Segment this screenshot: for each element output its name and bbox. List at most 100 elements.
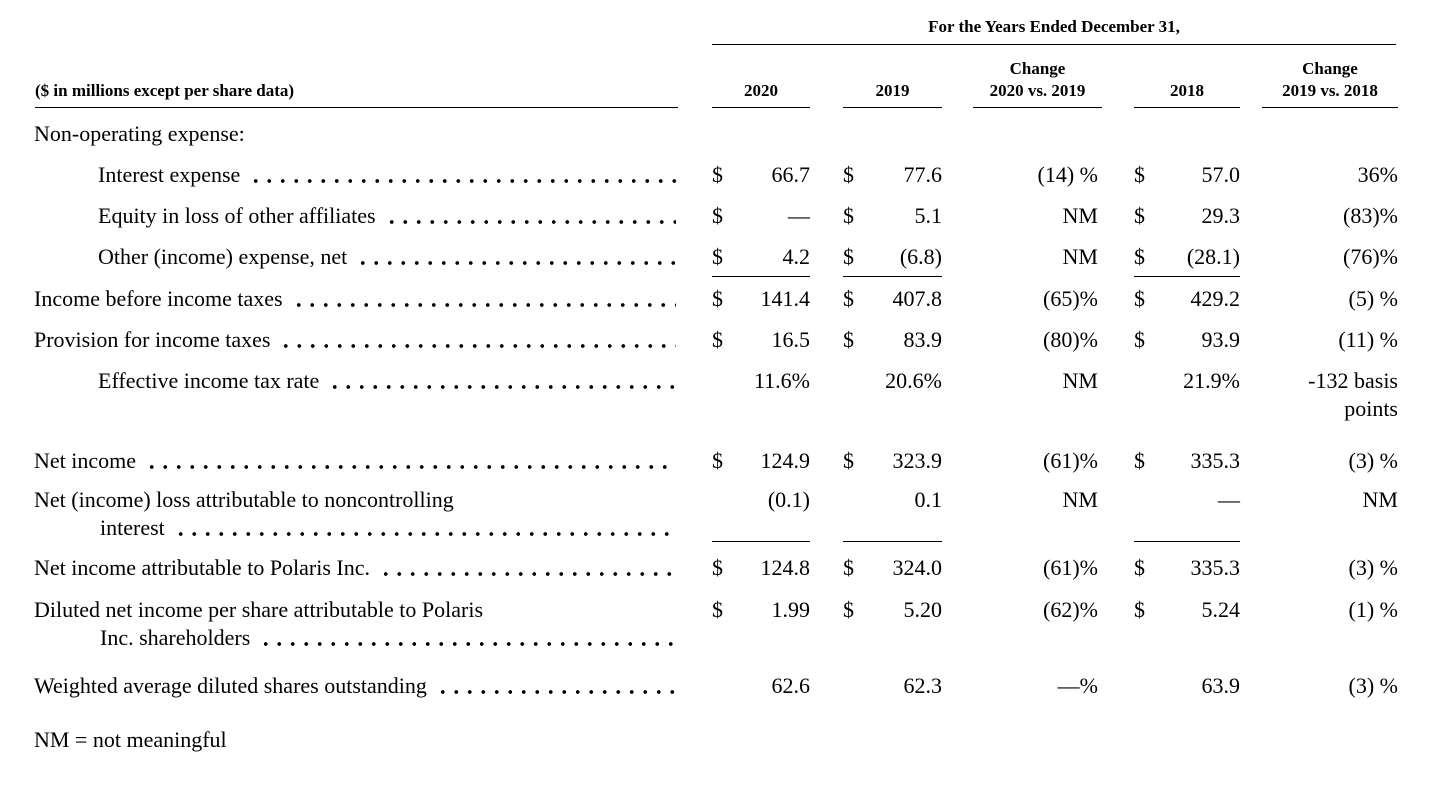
dot-leader — [249, 161, 676, 189]
row-label: Provision for income taxes — [34, 327, 271, 352]
table-row-section-header: Non-operating expense: — [0, 120, 1452, 148]
table-row-income-before-taxes: Income before income taxes $141.4 $407.8… — [0, 285, 1452, 313]
table-row-weighted-shares: Weighted average diluted shares outstand… — [0, 672, 1452, 700]
unit-note: ($ in millions except per share data) — [35, 80, 678, 108]
dot-leader — [291, 285, 676, 313]
cell-2018: $5.24 — [1134, 597, 1240, 622]
row-label: Weighted average diluted shares outstand… — [34, 673, 427, 698]
dot-leader — [356, 243, 676, 271]
dot-leader — [379, 554, 676, 582]
column-header-change-2019-2018: Change 2019 vs. 2018 — [1262, 58, 1398, 108]
cell-2020: $1.99 — [712, 597, 810, 622]
cell-2019: $5.20 — [843, 597, 942, 622]
dollar-sign: $ — [1134, 286, 1145, 311]
row-label-continued: Inc. shareholders — [100, 625, 251, 650]
cell-2020: $4.2 — [712, 243, 810, 277]
dollar-sign: $ — [843, 555, 854, 580]
cell-change-2019-2018: NM — [1362, 487, 1398, 512]
cell-2020: (0.1) — [712, 486, 810, 542]
dot-leader — [173, 514, 676, 542]
table-row-net-income: Net income $124.9 $323.9 (61)% $335.3 (3… — [0, 447, 1452, 475]
dot-leader — [145, 447, 676, 475]
change-label-top: Change — [1009, 59, 1066, 78]
dot-leader — [279, 326, 676, 354]
row-label: Net (income) loss attributable to noncon… — [34, 487, 454, 512]
cell-2020: $124.9 — [712, 448, 810, 473]
financial-results-table: For the Years Ended December 31, ($ in m… — [0, 16, 1452, 752]
cell-2020: $16.5 — [712, 327, 810, 352]
column-header-row: ($ in millions except per share data) 20… — [0, 58, 1452, 108]
dollar-sign: $ — [843, 597, 854, 622]
cell-change-2019-2018: (83)% — [1343, 203, 1398, 228]
cell-2020: 62.6 — [771, 673, 811, 698]
cell-change-2020-2019: (62)% — [1043, 597, 1098, 622]
cell-2018: $29.3 — [1134, 203, 1240, 228]
dollar-sign: $ — [843, 203, 854, 228]
table-row-other-income-expense: Other (income) expense, net $4.2 $ (6.8) … — [0, 243, 1452, 277]
change-label-bottom: 2020 vs. 2019 — [989, 81, 1086, 100]
cell-change-2020-2019: (61)% — [1043, 448, 1098, 473]
cell-change-2019-2018: (5) % — [1348, 286, 1398, 311]
dollar-sign: $ — [1134, 244, 1145, 269]
cell-change-2020-2019: —% — [1057, 673, 1098, 698]
cell-2019: $ (6.8) — [843, 243, 942, 277]
cell-change-2019-2018: (3) % — [1348, 448, 1398, 473]
row-label: Income before income taxes — [34, 286, 283, 311]
cell-change-2020-2019: NM — [1062, 487, 1098, 512]
dollar-sign: $ — [1134, 203, 1145, 228]
dollar-sign: $ — [1134, 555, 1145, 580]
cell-2018: $57.0 — [1134, 162, 1240, 187]
cell-2020: 11.6% — [753, 368, 810, 393]
cell-2020: $141.4 — [712, 286, 810, 311]
cell-2018: $429.2 — [1134, 286, 1240, 311]
cell-2019: $77.6 — [843, 162, 942, 187]
dollar-sign: $ — [843, 162, 854, 187]
column-header-2019: 2019 — [843, 80, 942, 108]
period-header: For the Years Ended December 31, — [712, 16, 1396, 45]
header-spacer — [0, 16, 712, 45]
row-label: Non-operating expense: — [34, 121, 245, 146]
row-label: Interest expense — [98, 162, 241, 187]
dollar-sign: $ — [712, 203, 723, 228]
cell-2018: 21.9% — [1183, 368, 1240, 393]
nm-footnote: NM = not meaningful — [34, 727, 227, 752]
dot-leader — [435, 672, 676, 700]
dollar-sign: $ — [1134, 597, 1145, 622]
row-label: Net income attributable to Polaris Inc. — [34, 555, 371, 580]
cell-change-2020-2019: (65)% — [1043, 286, 1098, 311]
cell-2019: 20.6% — [885, 368, 942, 393]
row-label: Net income — [34, 448, 137, 473]
cell-2018: — — [1134, 486, 1240, 542]
cell-change-2020-2019: (61)% — [1043, 555, 1098, 580]
cell-2018: $93.9 — [1134, 327, 1240, 352]
column-header-change-2020-2019: Change 2020 vs. 2019 — [973, 58, 1102, 108]
cell-2019: $324.0 — [843, 555, 942, 580]
change-label-bottom: 2019 vs. 2018 — [1282, 81, 1378, 100]
cell-2019: $407.8 — [843, 286, 942, 311]
dollar-sign: $ — [1134, 327, 1145, 352]
dollar-sign: $ — [712, 597, 723, 622]
cell-2018: $335.3 — [1134, 555, 1240, 580]
dollar-sign: $ — [843, 244, 854, 269]
period-header-row: For the Years Ended December 31, — [0, 16, 1452, 45]
cell-change-2019-2018: -132 basis points — [1308, 368, 1398, 421]
dollar-sign: $ — [712, 448, 723, 473]
dollar-sign: $ — [712, 244, 723, 269]
row-label-continued: interest — [100, 515, 165, 540]
dot-leader — [259, 624, 676, 652]
cell-change-2020-2019: (80)% — [1043, 327, 1098, 352]
dollar-sign: $ — [712, 555, 723, 580]
cell-change-2019-2018: 36% — [1357, 162, 1398, 187]
table-row-noncontrolling-interest: Net (income) loss attributable to noncon… — [0, 486, 1452, 542]
table-row-interest-expense: Interest expense $66.7 $77.6 (14) % $57.… — [0, 161, 1452, 189]
cell-2019: $323.9 — [843, 448, 942, 473]
cell-2020: $ — — [712, 203, 810, 228]
dollar-sign: $ — [1134, 448, 1145, 473]
cell-change-2020-2019: NM — [1062, 368, 1098, 393]
row-label: Diluted net income per share attributabl… — [34, 597, 484, 622]
cell-2019: 62.3 — [903, 673, 943, 698]
cell-change-2020-2019: NM — [1062, 203, 1098, 228]
cell-2020: $66.7 — [712, 162, 810, 187]
table-row-net-income-polaris: Net income attributable to Polaris Inc. … — [0, 554, 1452, 582]
cell-2018: 63.9 — [1201, 673, 1241, 698]
